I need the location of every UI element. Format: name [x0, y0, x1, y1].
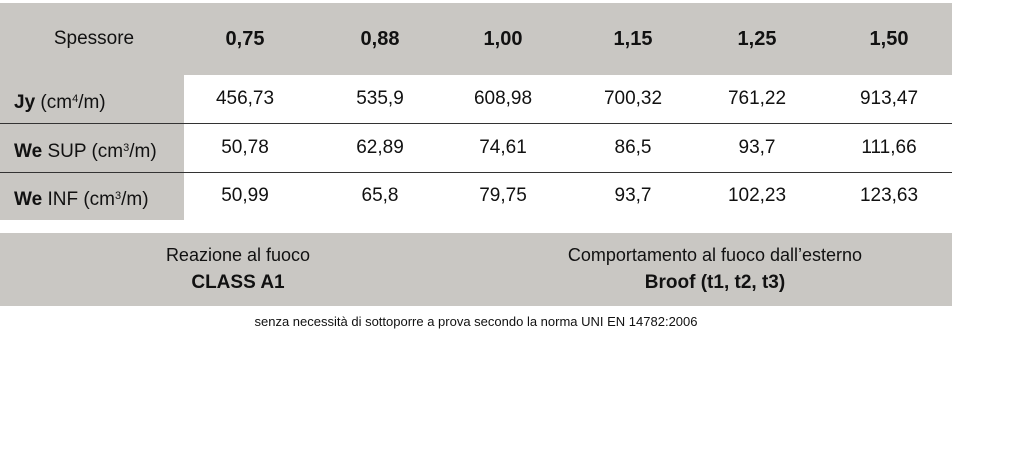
table-cell: 93,7 [614, 185, 652, 206]
row-label: We SUP (cm3/m) [14, 124, 157, 172]
table-cell: 700,32 [603, 88, 663, 109]
row-label-bold: We [14, 141, 43, 162]
table-cell: 913,47 [859, 88, 919, 109]
row-divider [0, 123, 952, 124]
table-cell: 50,78 [221, 137, 269, 158]
row-label-bold: Jy [14, 92, 36, 113]
table-cell: 102,23 [727, 185, 787, 206]
header-thickness: 1,00 [483, 28, 523, 50]
header-thickness: 1,15 [613, 28, 653, 50]
reaction-label: Reazione al fuoco [165, 245, 311, 265]
table-cell: 761,22 [727, 88, 787, 109]
table-cell: 608,98 [473, 88, 533, 109]
fire-band [0, 233, 952, 306]
fire-external: Comportamento al fuoco dall’esterno Broo… [515, 242, 915, 296]
header-spessore: Spessore [53, 28, 135, 49]
header-thickness: 1,25 [737, 28, 777, 50]
reaction-value: CLASS A1 [191, 272, 285, 293]
table-cell: 123,63 [859, 185, 919, 206]
row-label-bold: We [14, 189, 43, 210]
external-value: Broof (t1, t2, t3) [644, 272, 786, 293]
table-cell: 86,5 [614, 137, 652, 158]
footnote: senza necessità di sottoporre a prova se… [254, 314, 698, 329]
row-label-unit-end: /m) [78, 92, 106, 113]
row-label-unit: (cm [40, 92, 73, 113]
unit-exponent: 4 [72, 93, 79, 105]
row-divider [0, 172, 952, 173]
table-cell: 111,66 [861, 137, 917, 158]
header-thickness: 1,50 [869, 28, 909, 50]
row-label: Jy (cm4/m) [14, 75, 106, 123]
table-cell: 50,99 [221, 185, 269, 206]
row-label: We INF (cm3/m) [14, 172, 149, 220]
header-thickness: 0,75 [225, 28, 265, 50]
unit-exponent: 3 [115, 190, 122, 202]
table-cell: 535,9 [356, 88, 404, 109]
table-cell: 74,61 [479, 137, 527, 158]
table-cell: 65,8 [361, 185, 399, 206]
table-cell: 93,7 [738, 137, 776, 158]
table-cell: 79,75 [479, 185, 527, 206]
table-cell: 456,73 [215, 88, 275, 109]
header-thickness: 0,88 [360, 28, 400, 50]
unit-exponent: 3 [123, 142, 130, 154]
row-label-unit-end: /m) [129, 141, 157, 162]
row-label-unit: INF (cm [47, 189, 115, 210]
external-label: Comportamento al fuoco dall’esterno [567, 245, 863, 265]
row-label-unit-end: /m) [121, 189, 149, 210]
table-cell: 62,89 [356, 137, 404, 158]
row-label-column [0, 75, 184, 220]
table-header-band [0, 3, 952, 75]
fire-reaction: Reazione al fuoco CLASS A1 [138, 242, 338, 296]
row-label-unit: SUP (cm [47, 141, 124, 162]
